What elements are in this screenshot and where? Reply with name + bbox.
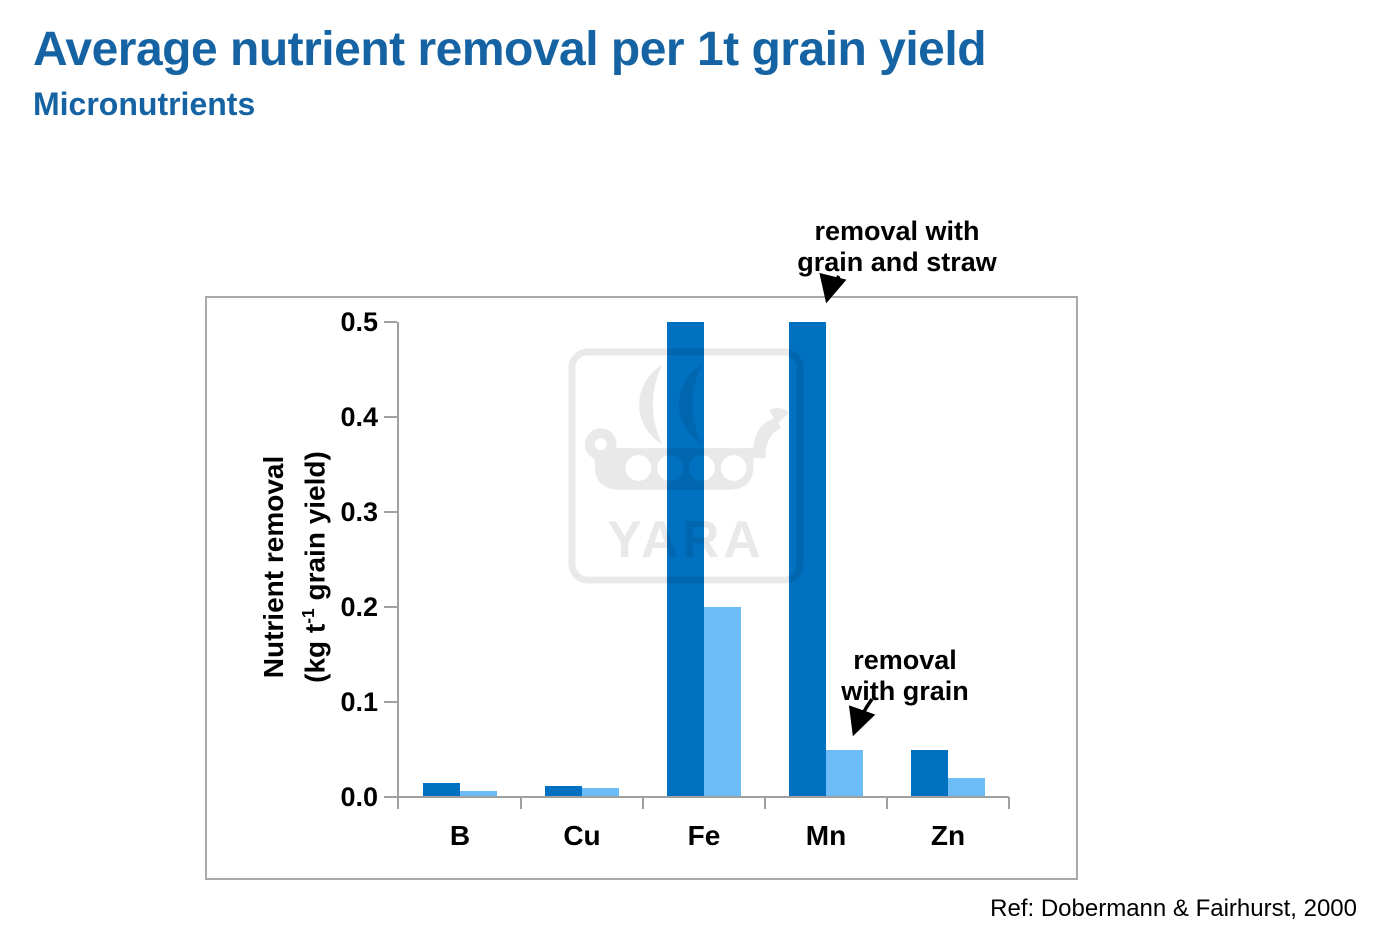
bar-cu-grain xyxy=(582,788,619,797)
x-tick xyxy=(642,797,644,809)
y-tick-label: 0.3 xyxy=(340,497,378,527)
category-label-mn: Mn xyxy=(805,820,847,851)
y-tick xyxy=(384,701,397,703)
bar-mn-grain-and-straw xyxy=(789,322,826,797)
x-tick xyxy=(764,797,766,809)
x-axis-line xyxy=(397,796,1009,798)
reference-text: Ref: Dobermann & Fairhurst, 2000 xyxy=(990,895,1357,922)
y-tick xyxy=(384,511,397,513)
y-axis-line xyxy=(397,322,399,809)
bar-mn-grain xyxy=(826,749,863,797)
annotation-grain-and-straw: removal with grain and straw xyxy=(797,216,997,277)
category-label-fe: Fe xyxy=(687,820,721,851)
page-title: Average nutrient removal per 1t grain yi… xyxy=(33,23,987,76)
y-tick-label: 0.1 xyxy=(340,687,378,717)
category-label-b: B xyxy=(449,820,471,851)
y-tick-label: 0.5 xyxy=(340,307,378,337)
x-tick xyxy=(886,797,888,809)
bar-cu-grain-and-straw xyxy=(545,785,582,797)
y-tick xyxy=(384,606,397,608)
bar-fe-grain-and-straw xyxy=(667,322,704,797)
y-tick-label: 0.2 xyxy=(340,592,378,622)
x-tick xyxy=(520,797,522,809)
x-tick xyxy=(1008,797,1010,809)
category-label-zn: Zn xyxy=(930,820,966,851)
bar-b-grain xyxy=(460,791,497,797)
bar-zn-grain xyxy=(948,778,985,797)
bar-b-grain-and-straw xyxy=(423,782,460,797)
page-subtitle: Micronutrients xyxy=(33,86,256,122)
y-axis-title-line1: Nutrient removal xyxy=(258,455,289,679)
y-tick xyxy=(384,321,397,323)
category-label-cu: Cu xyxy=(563,820,601,851)
y-tick-label: 0.4 xyxy=(340,402,378,432)
y-tick-label: 0.0 xyxy=(340,782,378,812)
annotation-with-grain: removal with grain xyxy=(841,645,969,706)
bar-zn-grain-and-straw xyxy=(911,749,948,797)
y-tick xyxy=(384,416,397,418)
y-tick xyxy=(384,796,397,798)
bar-fe-grain xyxy=(704,607,741,797)
